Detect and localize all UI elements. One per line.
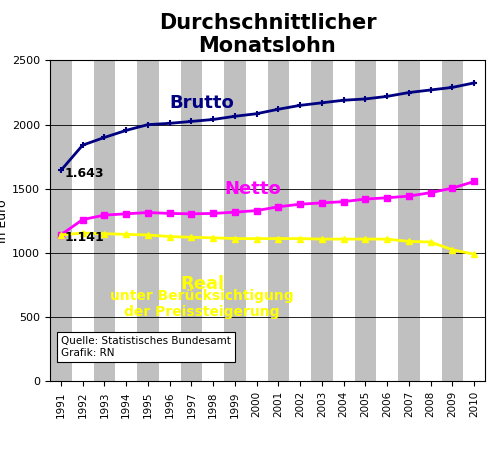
Text: Real: Real [180, 275, 224, 293]
Bar [442, 60, 463, 381]
Bar [268, 60, 289, 381]
Text: 1.643: 1.643 [64, 167, 104, 180]
Bar [398, 60, 420, 381]
Text: unter Berücksichtigung
der Preissteigerung: unter Berücksichtigung der Preissteigeru… [110, 289, 294, 319]
Text: Netto: Netto [224, 180, 281, 198]
Text: Brutto: Brutto [170, 94, 234, 112]
Text: 1.141: 1.141 [64, 231, 104, 244]
Bar [354, 60, 376, 381]
Text: Quelle: Statistisches Bundesamt
Grafik: RN: Quelle: Statistisches Bundesamt Grafik: … [61, 336, 231, 358]
Bar [137, 60, 159, 381]
Bar [50, 60, 72, 381]
Bar [94, 60, 115, 381]
Title: Durchschnittlicher
Monatslohn: Durchschnittlicher Monatslohn [158, 13, 376, 56]
Bar [224, 60, 246, 381]
Bar [180, 60, 202, 381]
Y-axis label: in Euro: in Euro [0, 199, 10, 243]
Bar [311, 60, 333, 381]
